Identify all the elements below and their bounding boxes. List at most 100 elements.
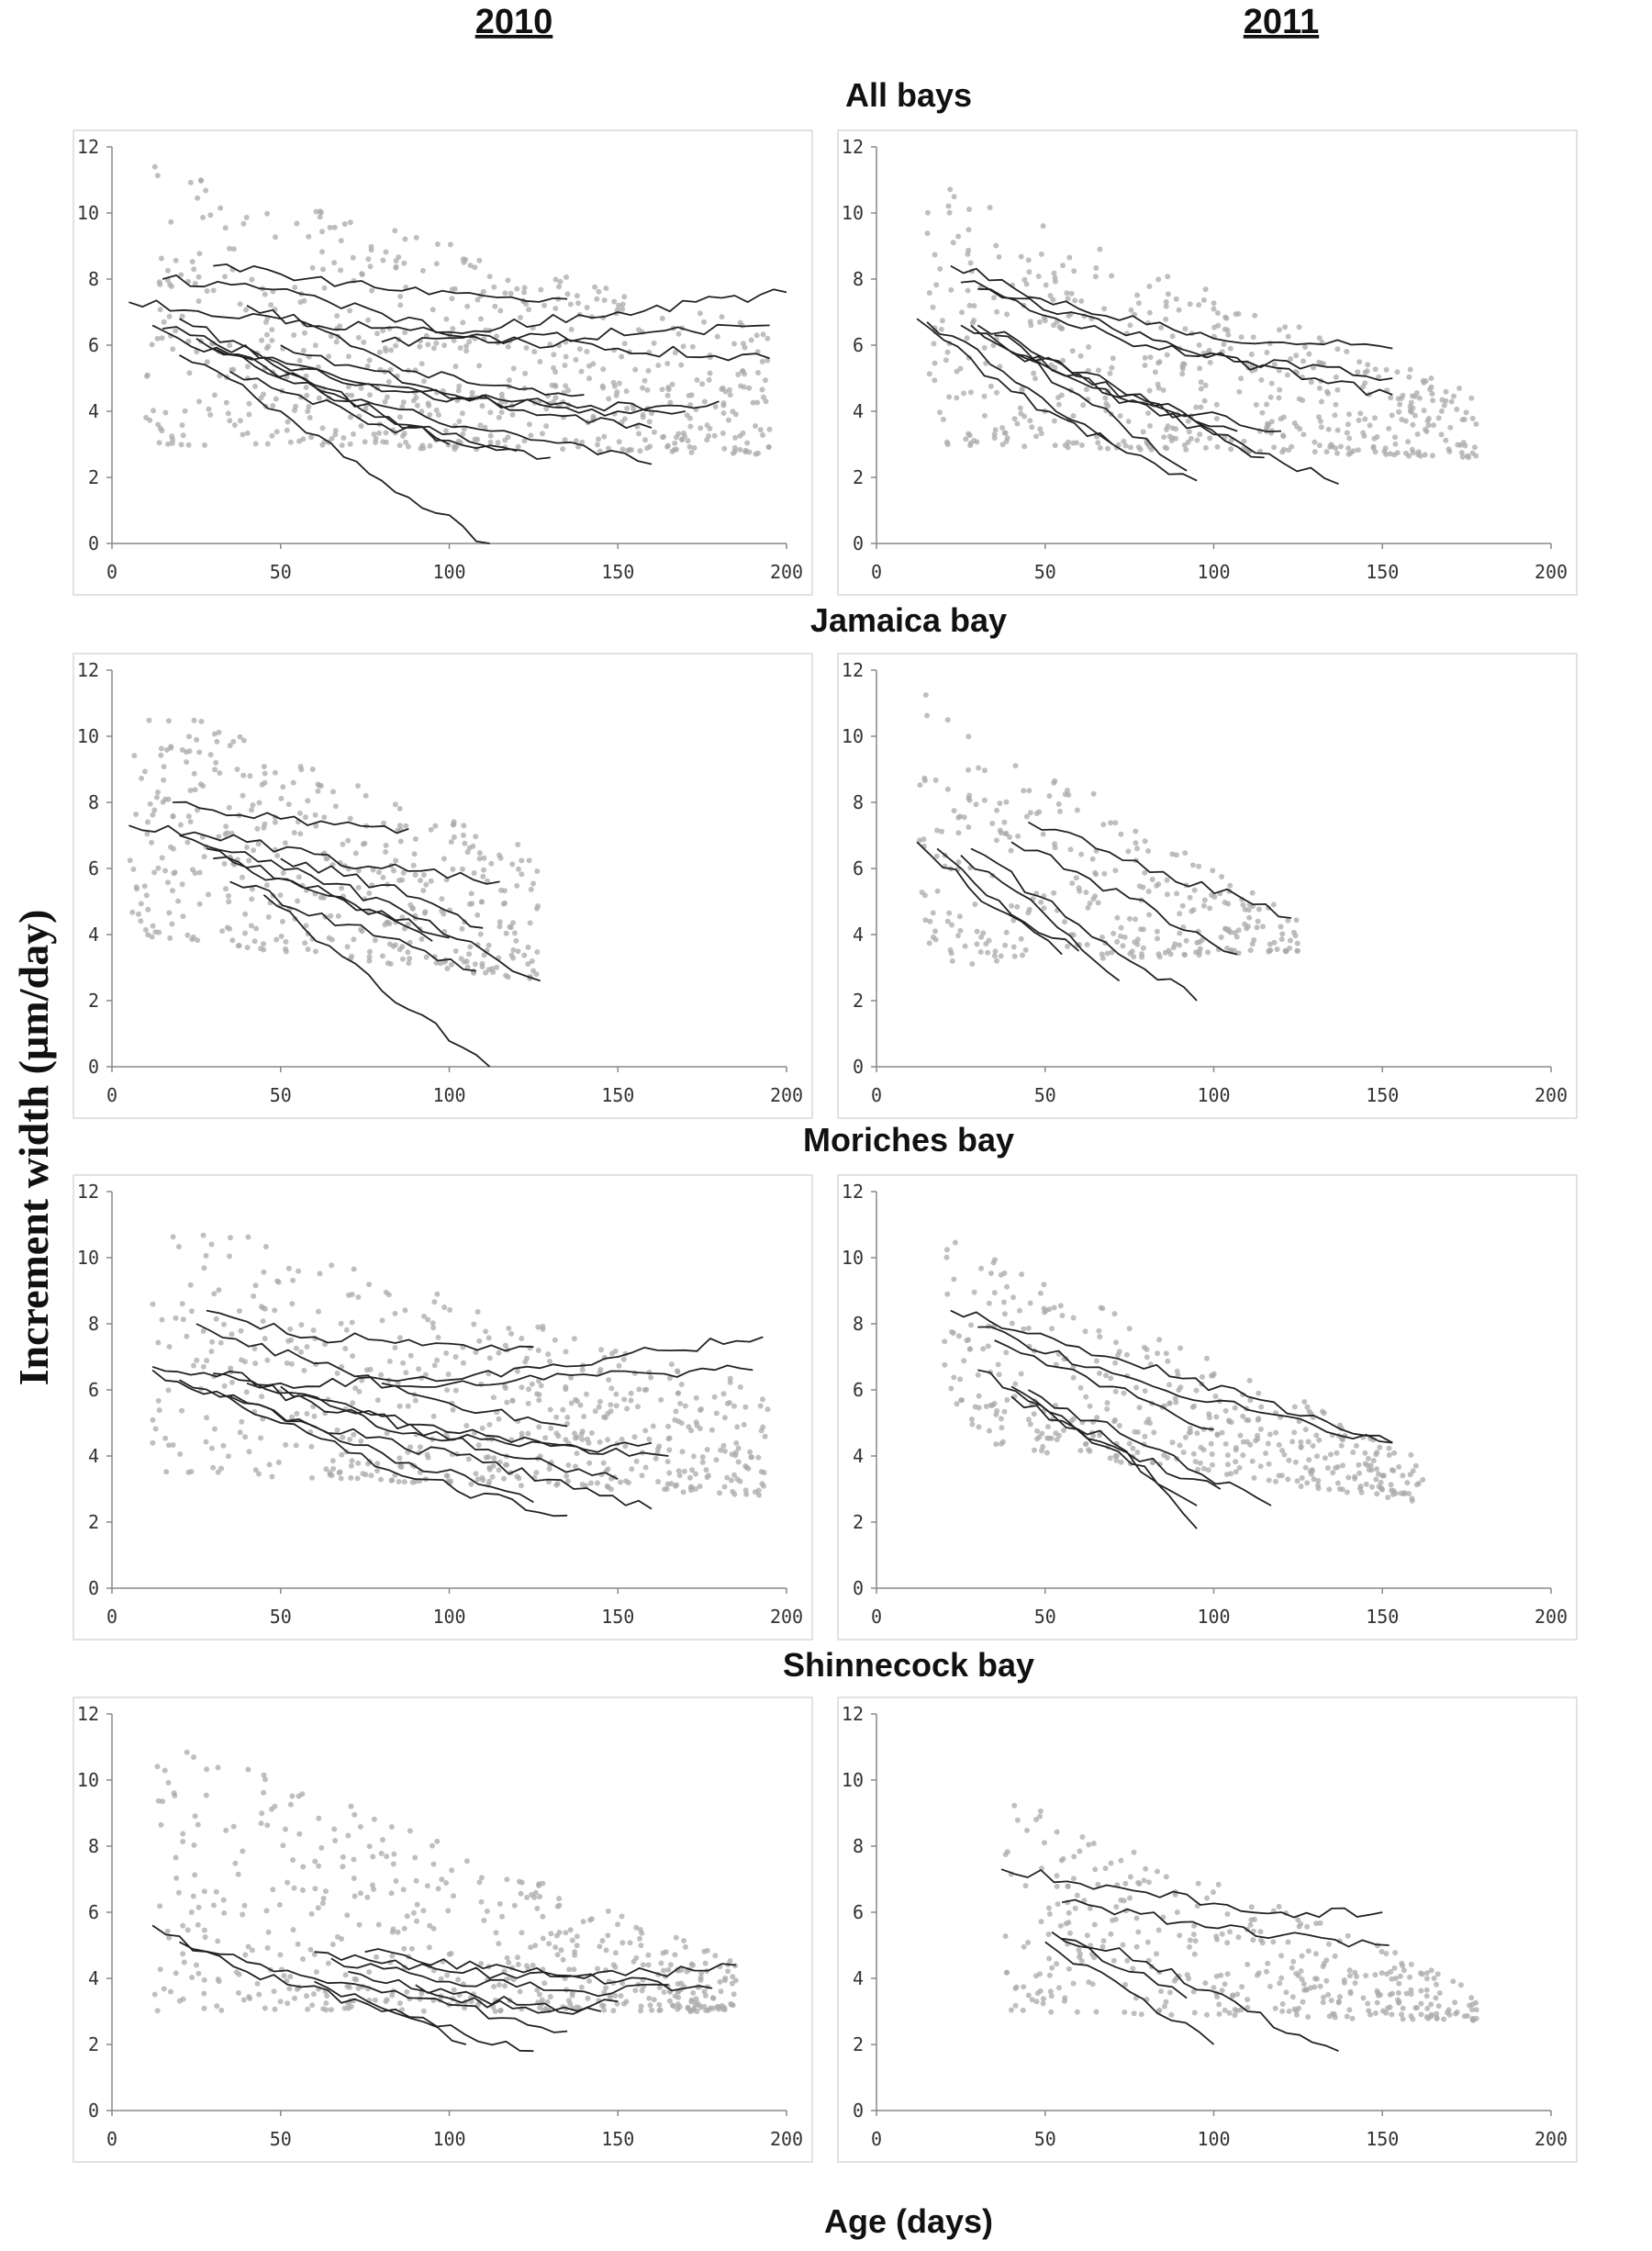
data-point	[538, 1383, 544, 1389]
data-point	[459, 925, 465, 932]
data-point	[151, 1991, 158, 1998]
data-point	[742, 344, 748, 351]
data-point	[422, 909, 429, 915]
data-point	[1248, 352, 1255, 357]
data-point	[1266, 1477, 1272, 1484]
data-point	[611, 298, 618, 305]
data-point	[285, 1879, 291, 1886]
data-point	[352, 1385, 359, 1392]
data-point	[223, 1827, 229, 1833]
data-point	[450, 822, 456, 828]
data-point	[1102, 395, 1109, 401]
data-point	[601, 297, 608, 303]
data-point	[1379, 1473, 1386, 1479]
data-point	[999, 1439, 1006, 1445]
data-point	[198, 718, 205, 724]
data-point	[389, 1953, 396, 1959]
data-point	[396, 1403, 403, 1409]
data-point	[208, 1349, 215, 1354]
column-header-2010: 2010	[475, 3, 553, 41]
data-point	[1279, 931, 1286, 937]
data-point	[971, 303, 977, 309]
data-point	[1314, 1453, 1320, 1460]
data-point	[1177, 1932, 1183, 1939]
data-point	[1022, 946, 1029, 953]
data-point	[413, 234, 419, 241]
data-point	[937, 265, 943, 272]
data-point	[552, 1337, 558, 1343]
data-point	[278, 933, 285, 939]
data-point	[618, 1479, 623, 1485]
data-point	[1272, 2005, 1278, 2011]
data-point	[1108, 820, 1113, 826]
data-point	[562, 437, 568, 443]
data-point	[297, 831, 304, 837]
data-point	[750, 399, 756, 406]
data-point	[1126, 915, 1133, 922]
data-point	[1126, 1440, 1133, 1447]
data-point	[616, 380, 622, 386]
data-point	[195, 298, 202, 304]
data-point	[579, 1428, 586, 1435]
data-point	[320, 1896, 327, 1901]
data-point	[961, 814, 967, 821]
x-tick-label: 0	[106, 561, 117, 583]
series-line	[179, 834, 541, 982]
data-point	[712, 1953, 719, 1959]
data-point	[1334, 1480, 1341, 1486]
data-point	[642, 1464, 649, 1471]
data-point	[572, 1952, 578, 1958]
data-point	[1259, 409, 1266, 416]
data-point	[178, 272, 184, 278]
data-point	[681, 1468, 687, 1474]
data-point	[1076, 885, 1082, 891]
data-point	[530, 880, 536, 887]
data-point	[1419, 1971, 1425, 1977]
data-point	[578, 368, 585, 375]
data-point	[325, 1960, 331, 1966]
data-point	[608, 1486, 614, 1493]
data-point	[1291, 1429, 1298, 1436]
data-point	[966, 824, 972, 830]
data-point	[763, 398, 769, 405]
data-point	[1423, 1987, 1430, 1993]
data-point	[1082, 1328, 1088, 1335]
data-point	[691, 444, 698, 451]
data-point	[621, 341, 628, 347]
data-point	[460, 319, 466, 326]
data-point	[167, 935, 173, 941]
data-point	[310, 1327, 317, 1333]
data-point	[1049, 1965, 1055, 1971]
data-point	[408, 1945, 415, 1952]
data-point	[438, 960, 444, 967]
data-point	[334, 1427, 340, 1433]
series-line	[246, 305, 585, 398]
data-point	[1196, 863, 1202, 869]
data-point	[1027, 1300, 1033, 1306]
data-point	[667, 1962, 674, 1968]
data-point	[227, 342, 233, 349]
data-point	[579, 439, 586, 445]
data-point	[567, 301, 574, 308]
data-point	[1454, 406, 1460, 412]
data-point	[433, 261, 440, 267]
data-point	[1122, 442, 1129, 449]
data-point	[1308, 1985, 1313, 1991]
data-point	[344, 1912, 351, 1919]
data-point	[666, 1435, 673, 1441]
data-point	[1027, 319, 1033, 325]
data-point	[729, 2001, 735, 2008]
data-point	[525, 961, 531, 967]
data-point	[378, 1476, 384, 1483]
data-point	[162, 868, 168, 874]
data-point	[1394, 369, 1401, 375]
data-point	[721, 1484, 728, 1490]
data-point	[452, 1387, 459, 1394]
data-point	[1051, 1305, 1057, 1311]
data-point	[399, 956, 406, 962]
data-point	[358, 423, 364, 429]
data-point	[1395, 1989, 1401, 1996]
x-tick-label: 200	[770, 1084, 803, 1106]
data-point	[1133, 916, 1138, 923]
data-point	[955, 933, 961, 939]
